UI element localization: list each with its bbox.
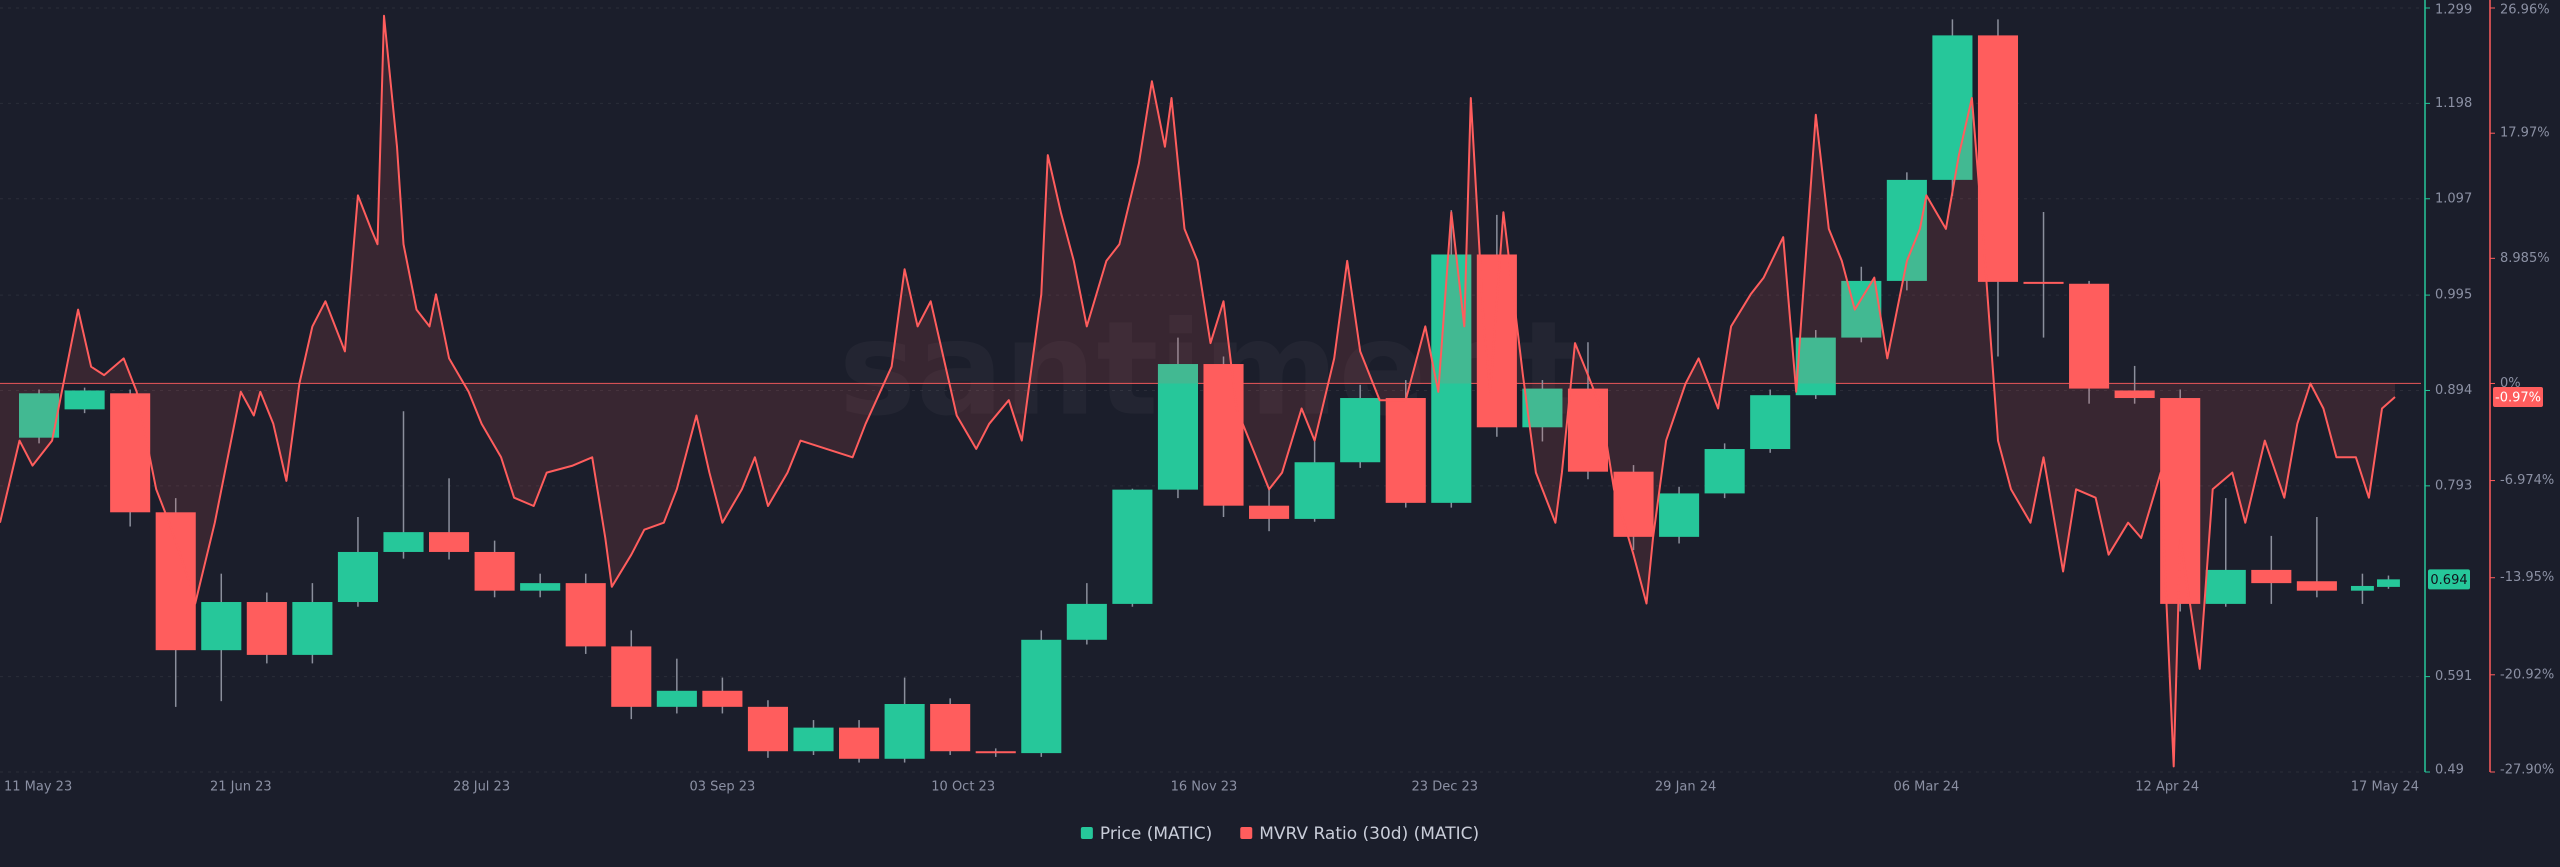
candle-body [383, 532, 424, 552]
y-tick-label: 0.49 [2435, 763, 2464, 778]
candle-body [702, 690, 743, 707]
candle-body [2069, 283, 2110, 389]
legend-label: Price (MATIC) [1100, 824, 1212, 844]
y2-tick-label: 8.985% [2500, 251, 2550, 266]
y-tick-label: 1.299 [2435, 3, 2472, 18]
x-tick-label: 06 Mar 24 [1893, 780, 1959, 795]
current-price-label: 0.694 [2430, 573, 2467, 588]
legend-swatch [1240, 827, 1253, 839]
candle-body [611, 646, 652, 707]
candle-body [474, 551, 515, 591]
candle-body [1340, 398, 1381, 463]
candle-body [1977, 35, 2019, 282]
candle-body [2114, 390, 2155, 399]
candle-body [1795, 337, 1836, 396]
candle-body [884, 704, 925, 759]
candle-body [930, 704, 971, 752]
candle-body [1841, 280, 1882, 338]
candle-body [2251, 569, 2292, 584]
candle-body [110, 393, 151, 513]
y2-tick-label: 26.96% [2500, 3, 2550, 18]
y2-tick-label: 17.97% [2500, 126, 2550, 141]
candle-body [2377, 579, 2400, 587]
candle-body [1476, 254, 1517, 428]
candle-body [19, 393, 60, 438]
candle-body [1659, 493, 1700, 537]
x-tick-label: 12 Apr 24 [2135, 780, 2199, 795]
x-tick-label: 29 Jan 24 [1655, 780, 1716, 795]
y-tick-label: 0.793 [2435, 478, 2472, 493]
x-tick-label: 23 Dec 23 [1412, 780, 1479, 795]
candle-body [975, 751, 1016, 754]
candle-body [1704, 449, 1745, 494]
y-tick-label: 0.995 [2435, 288, 2472, 303]
mvrv-line [0, 14, 2396, 768]
x-tick-label: 28 Jul 23 [453, 780, 510, 795]
candle-body [1567, 388, 1609, 472]
x-tick-label: 17 May 24 [2351, 780, 2419, 795]
y2-tick-label: -20.92% [2500, 667, 2554, 682]
y2-tick-label: -27.90% [2500, 763, 2554, 778]
current-price-box [2428, 569, 2470, 590]
y2-tick-label: -6.974% [2500, 473, 2554, 488]
candle-body [64, 390, 105, 410]
candle-body [839, 727, 880, 759]
x-tick-label: 10 Oct 23 [931, 780, 995, 795]
current-mvrv-label: -0.97% [2495, 390, 2541, 405]
legend: Price (MATIC) MVRV Ratio (30d) (MATIC) [1080, 824, 1479, 844]
candle-body [793, 727, 834, 752]
mvrv-area [0, 15, 2395, 767]
candle-body [565, 583, 606, 647]
plot [0, 14, 2400, 768]
candle-body [1112, 489, 1153, 604]
candle-body [292, 602, 333, 655]
legend-item[interactable]: Price (MATIC) [1080, 824, 1212, 844]
x-tick-label: 21 Jun 23 [210, 780, 272, 795]
candle-body [1249, 505, 1290, 519]
candle-body [429, 532, 470, 552]
legend-item[interactable]: MVRV Ratio (30d) (MATIC) [1240, 824, 1479, 844]
candle-body [2296, 581, 2337, 591]
candle-body [1157, 364, 1199, 490]
y-tick-label: 0.894 [2435, 383, 2472, 398]
legend-swatch [1080, 827, 1093, 839]
candle-body [2350, 585, 2374, 591]
y-tick-label: 1.097 [2435, 191, 2472, 206]
candle-body [1066, 603, 1107, 640]
candle-body [1750, 395, 1791, 450]
candle-body [656, 690, 697, 707]
x-tick-label: 03 Sep 23 [689, 780, 755, 795]
candle-body [520, 583, 561, 591]
candle-body [337, 551, 378, 603]
y-tick-label: 1.198 [2435, 96, 2472, 111]
candle-body [2023, 281, 2064, 284]
candle-body [246, 602, 287, 655]
y-tick-label: 0.591 [2435, 669, 2472, 684]
candle-body [1385, 398, 1426, 503]
candle-body [2205, 569, 2246, 604]
candle-body [747, 706, 788, 752]
candle-body [1932, 35, 1973, 180]
y2-tick-label: -13.95% [2500, 570, 2554, 585]
axes: 1.299 1.198 1.097 0.995 0.894 0.793 0.591 0.49 2… [4, 0, 2554, 795]
x-tick-label: 16 Nov 23 [1171, 780, 1238, 795]
candle-body [201, 602, 242, 651]
x-tick-label: 11 May 23 [4, 780, 72, 795]
candle-body [1021, 639, 1062, 754]
candle-body [1203, 364, 1244, 506]
candle-body [1613, 471, 1654, 537]
legend-label: MVRV Ratio (30d) (MATIC) [1259, 824, 1479, 844]
candle-body [1294, 462, 1335, 519]
current-mvrv-box [2493, 386, 2543, 407]
